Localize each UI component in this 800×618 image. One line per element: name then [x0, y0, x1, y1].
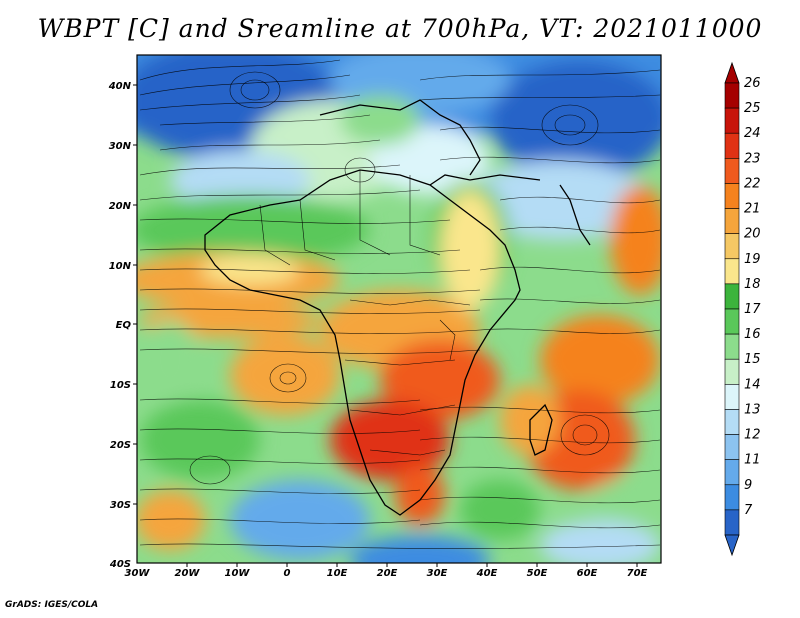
wbpt-field: [137, 55, 661, 563]
colorbar-swatch: [724, 308, 740, 335]
colorbar-swatch: [724, 333, 740, 360]
colorbar-swatch: [724, 509, 740, 536]
lon-label: 10W: [225, 568, 251, 579]
colorbar-level-label: 16: [744, 327, 761, 342]
colorbar-swatch: [724, 107, 740, 134]
lon-label: 20E: [377, 568, 398, 579]
colorbar-level-label: 7: [744, 503, 753, 518]
colorbar-level-label: 23: [744, 151, 761, 166]
colorbar-swatch: [724, 409, 740, 435]
colorbar-swatch: [724, 208, 740, 234]
colorbar-swatch: [724, 434, 740, 460]
colorbar-level-label: 21: [744, 202, 761, 217]
lat-label: 20N: [109, 201, 132, 212]
colorbar-level-label: 12: [744, 428, 761, 443]
colorbar-swatch: [724, 258, 740, 285]
colorbar-level-label: 11: [744, 453, 761, 468]
lon-axis: 30W 20W 10W 0 10E 20E 30E 40E 50E 60E 70…: [125, 563, 648, 579]
colorbar-level-label: 17: [744, 302, 761, 317]
lat-label: 20S: [110, 440, 131, 451]
lat-label: EQ: [116, 320, 132, 331]
colorbar-level-label: 26: [744, 76, 761, 91]
lon-label: 30E: [427, 568, 448, 579]
colorbar-swatch: [724, 484, 740, 511]
colorbar-level-label: 19: [744, 252, 761, 267]
colorbar-swatch: [724, 132, 740, 159]
colorbar-level-label: 20: [744, 227, 761, 242]
lon-label: 20W: [175, 568, 201, 579]
colorbar: 26 25 24 23 22 21 20 19 18 17 16 15 14 13 12 11 9 7: [724, 61, 761, 557]
lon-label: 30W: [125, 568, 151, 579]
credit-text: GrADS: IGES/COLA: [5, 600, 99, 610]
colorbar-level-label: 14: [744, 377, 761, 392]
colorbar-level-label: 13: [744, 402, 761, 417]
colorbar-swatch: [724, 283, 740, 310]
colorbar-swatch: [724, 158, 740, 184]
lon-label: 60E: [577, 568, 598, 579]
colorbar-swatch: [724, 358, 740, 385]
colorbar-swatch: [724, 82, 740, 109]
lat-label: 40S: [109, 559, 131, 570]
map-title: WBPT [C] and Sreamline at 700hPa, VT: 20…: [37, 14, 763, 43]
colorbar-level-label: 15: [744, 352, 761, 367]
colorbar-level-label: 25: [744, 101, 761, 116]
colorbar-swatch: [724, 183, 740, 209]
lon-label: 0: [284, 568, 291, 579]
colorbar-level-label: 18: [744, 277, 761, 292]
lon-label: 40E: [476, 568, 498, 579]
lat-label: 30S: [110, 500, 131, 511]
colorbar-level-label: 9: [744, 478, 752, 493]
colorbar-level-label: 24: [744, 126, 761, 141]
colorbar-swatch: [724, 384, 740, 410]
colorbar-swatch: [724, 233, 740, 260]
lat-axis: 40N 30N 20N 10N EQ 10S 20S 30S 40S: [108, 81, 137, 570]
lon-label: 10E: [327, 568, 348, 579]
lat-label: 30N: [109, 141, 132, 152]
lat-label: 10N: [109, 261, 132, 272]
colorbar-arrow-top: [724, 61, 740, 84]
lon-label: 50E: [527, 568, 548, 579]
colorbar-level-label: 22: [744, 176, 761, 191]
colorbar-swatch: [724, 459, 740, 486]
lat-label: 40N: [108, 81, 132, 92]
colorbar-arrow-bottom: [724, 534, 740, 557]
lat-label: 10S: [110, 380, 131, 391]
lon-label: 70E: [627, 568, 648, 579]
plot-frame: [136, 54, 662, 564]
